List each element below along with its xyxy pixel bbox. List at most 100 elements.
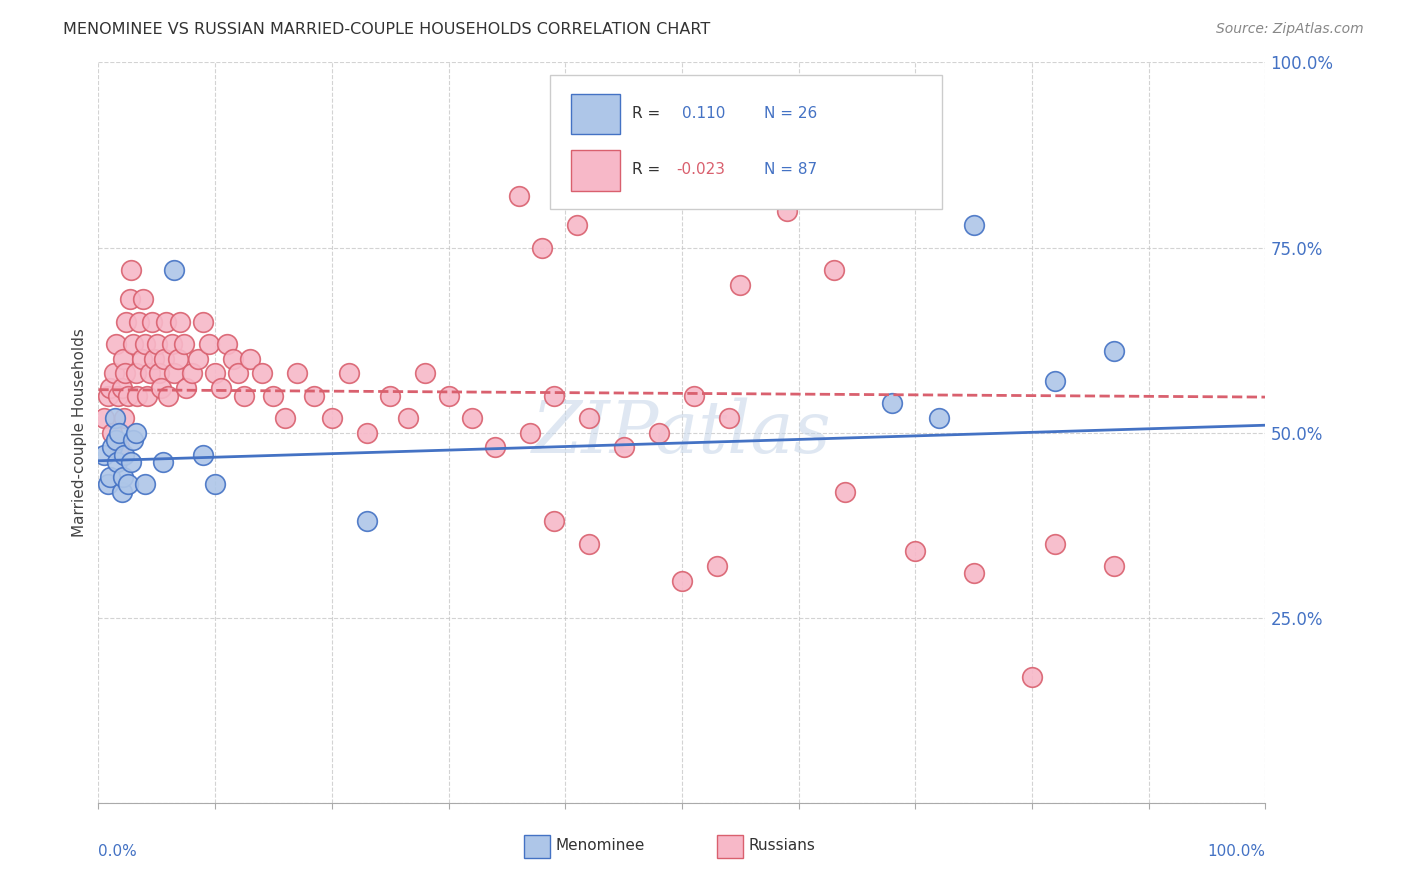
Point <box>163 367 186 381</box>
Point <box>904 544 927 558</box>
Point <box>928 410 950 425</box>
Point <box>132 293 155 307</box>
Point <box>122 336 145 351</box>
Point <box>356 425 378 440</box>
Point <box>98 470 121 484</box>
Text: Menominee: Menominee <box>555 838 645 854</box>
Point <box>239 351 262 366</box>
Point <box>104 433 127 447</box>
Text: N = 87: N = 87 <box>763 162 817 178</box>
Text: R =: R = <box>631 162 665 178</box>
Point <box>221 351 243 366</box>
Point <box>578 410 600 425</box>
Point <box>134 477 156 491</box>
Point <box>97 477 120 491</box>
Point <box>107 388 129 402</box>
Point <box>134 336 156 351</box>
Text: R =: R = <box>631 106 669 121</box>
Point <box>209 381 232 395</box>
Text: N = 26: N = 26 <box>763 106 817 121</box>
Point <box>131 351 153 366</box>
Point <box>160 336 183 351</box>
Point <box>141 314 163 328</box>
Point <box>136 388 159 402</box>
Point <box>1045 536 1067 550</box>
Point <box>671 574 693 588</box>
Point <box>262 388 284 402</box>
Point <box>1102 344 1125 359</box>
Point <box>880 396 903 410</box>
Point <box>101 441 124 455</box>
Point <box>543 388 565 402</box>
Point <box>682 388 704 402</box>
Point <box>120 455 142 469</box>
Point <box>304 388 326 402</box>
Point <box>104 336 127 351</box>
Point <box>337 367 360 381</box>
Text: -0.023: -0.023 <box>676 162 725 178</box>
Point <box>157 388 180 402</box>
Point <box>285 367 308 381</box>
Point <box>111 484 134 499</box>
Point <box>111 381 134 395</box>
Point <box>150 381 173 395</box>
Point <box>108 441 131 455</box>
FancyBboxPatch shape <box>550 75 942 209</box>
Point <box>193 448 215 462</box>
Point <box>112 410 135 425</box>
Point <box>108 425 131 440</box>
Point <box>105 455 128 469</box>
Point <box>169 314 191 328</box>
Point <box>1045 374 1067 388</box>
Point <box>163 262 186 277</box>
Point <box>1102 558 1125 573</box>
Point <box>437 388 460 402</box>
Point <box>962 219 984 233</box>
Point <box>321 410 343 425</box>
Point <box>174 381 197 395</box>
Point <box>148 367 170 381</box>
Text: Russians: Russians <box>748 838 815 854</box>
Point <box>647 425 669 440</box>
Point <box>823 262 845 277</box>
FancyBboxPatch shape <box>571 150 620 191</box>
FancyBboxPatch shape <box>524 835 550 858</box>
Point <box>706 558 728 573</box>
Point <box>250 367 273 381</box>
Point <box>613 441 636 455</box>
Point <box>180 367 202 381</box>
Point <box>118 293 141 307</box>
Point <box>204 367 226 381</box>
Text: 0.110: 0.110 <box>682 106 725 121</box>
Point <box>198 336 221 351</box>
Point <box>962 566 984 581</box>
Point <box>152 455 174 469</box>
Point <box>120 262 142 277</box>
Text: MENOMINEE VS RUSSIAN MARRIED-COUPLE HOUSEHOLDS CORRELATION CHART: MENOMINEE VS RUSSIAN MARRIED-COUPLE HOUS… <box>63 22 710 37</box>
Text: ZIPatlas: ZIPatlas <box>531 397 832 468</box>
Point <box>519 425 541 440</box>
Point <box>215 336 238 351</box>
Point <box>730 277 752 292</box>
Point <box>578 536 600 550</box>
Point <box>125 425 148 440</box>
Point <box>146 336 169 351</box>
Point <box>543 515 565 529</box>
Point <box>1021 670 1043 684</box>
Point <box>111 351 134 366</box>
Point <box>233 388 256 402</box>
Point <box>356 515 378 529</box>
Point <box>274 410 297 425</box>
Point <box>508 188 530 202</box>
Point <box>193 314 215 328</box>
Point <box>103 367 125 381</box>
Point <box>396 410 419 425</box>
Y-axis label: Married-couple Households: Married-couple Households <box>72 328 87 537</box>
Point <box>143 351 166 366</box>
Point <box>380 388 402 402</box>
Point <box>155 314 177 328</box>
Point <box>484 441 506 455</box>
Point <box>717 410 740 425</box>
Point <box>98 381 121 395</box>
Point <box>173 336 195 351</box>
